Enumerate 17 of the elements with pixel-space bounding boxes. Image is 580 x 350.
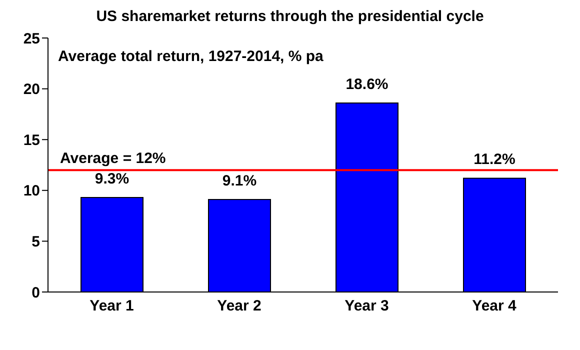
data-label: 9.1%: [222, 172, 257, 190]
x-tick-label: Year 4: [472, 298, 518, 315]
y-tick-label: 0: [32, 284, 40, 302]
x-tick-label: Year 2: [217, 298, 262, 315]
x-tick-label: Year 3: [344, 298, 389, 315]
data-label: 9.3%: [94, 170, 130, 188]
y-tick-label: 15: [23, 132, 40, 149]
data-label: 18.6%: [346, 76, 388, 94]
y-tick-label: 5: [32, 234, 40, 251]
y-tick-label: 20: [23, 81, 40, 98]
y-tick-label: 10: [23, 182, 40, 200]
chart-title: US sharemarket returns through the presidential cycle: [95, 8, 485, 25]
ref-line-label: Average = 12%: [60, 150, 166, 168]
x-tick-label: Year 1: [90, 298, 134, 315]
y-tick-label: 25: [23, 30, 40, 48]
annotation: Average total return, 1927-2014, % pa: [58, 48, 324, 65]
data-label: 11.2%: [474, 151, 516, 168]
